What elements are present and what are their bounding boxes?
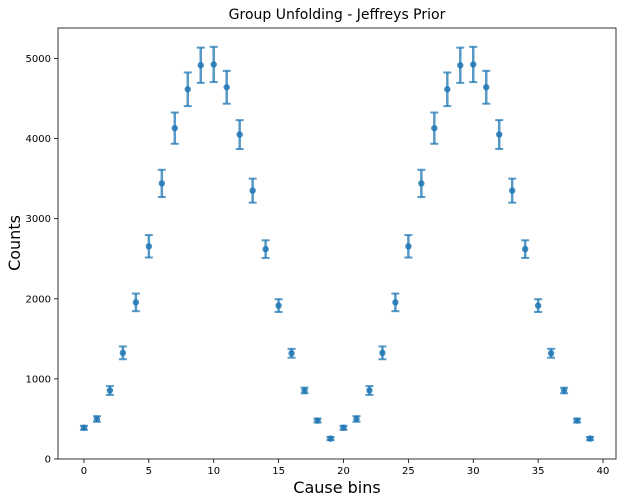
- y-tick-label: 5000: [26, 54, 51, 65]
- x-tick-label: 0: [81, 466, 87, 477]
- data-point: [431, 124, 438, 132]
- data-point: [547, 350, 555, 357]
- data-point: [236, 131, 243, 138]
- data-point: [314, 417, 321, 424]
- data-point: [275, 302, 282, 309]
- data-point: [93, 415, 101, 423]
- data-point: [223, 84, 230, 91]
- y-tick-label: 2000: [26, 294, 51, 305]
- data-point: [288, 350, 295, 357]
- data-point: [119, 349, 127, 357]
- data-point: [132, 299, 140, 306]
- data-point: [301, 387, 308, 394]
- x-tick-label: 25: [402, 466, 415, 477]
- plot-frame: [57, 27, 617, 460]
- y-axis-label: Counts: [5, 215, 24, 271]
- x-tick-label: 5: [146, 466, 152, 477]
- data-point: [197, 62, 204, 69]
- x-tick-label: 10: [207, 466, 220, 477]
- data-point: [496, 131, 503, 138]
- x-tick-label: 15: [272, 466, 285, 477]
- y-tick-label: 3000: [26, 214, 51, 225]
- data-point: [444, 86, 451, 93]
- data-point: [80, 424, 88, 431]
- data-point: [586, 435, 594, 442]
- data-point: [366, 387, 373, 394]
- data-points: [80, 61, 594, 442]
- x-axis-label: Cause bins: [293, 478, 380, 497]
- data-point: [483, 84, 490, 91]
- data-point: [521, 245, 529, 253]
- data-point: [145, 243, 153, 250]
- x-axis-ticks: 0 5 10 15 20 25 30 35 40: [81, 459, 610, 477]
- x-tick-label: 20: [337, 466, 350, 477]
- data-point: [249, 187, 256, 194]
- y-tick-label: 1000: [26, 374, 51, 385]
- data-point: [573, 417, 581, 424]
- data-point: [340, 424, 347, 431]
- plot-background: [58, 28, 616, 459]
- y-axis-ticks: 0 1000 2000 3000 4000 5000: [26, 54, 58, 466]
- chart-title: Group Unfolding - Jeffreys Prior: [229, 7, 446, 23]
- data-point: [392, 299, 399, 306]
- data-point: [379, 349, 386, 357]
- x-tick-label: 35: [532, 466, 545, 477]
- x-tick-label: 40: [597, 466, 610, 477]
- data-point: [262, 245, 269, 253]
- data-point: [184, 86, 191, 93]
- data-point: [353, 415, 360, 423]
- x-tick-label: 30: [467, 466, 480, 477]
- data-point: [560, 387, 568, 394]
- data-point: [327, 435, 334, 442]
- data-point: [171, 124, 178, 132]
- y-tick-label: 4000: [26, 134, 51, 145]
- data-point: [418, 180, 425, 187]
- data-point: [158, 180, 166, 187]
- data-point: [106, 387, 114, 394]
- data-point: [534, 302, 542, 309]
- data-point: [210, 61, 217, 68]
- data-point: [405, 243, 412, 250]
- data-point: [470, 61, 477, 68]
- data-point: [508, 187, 516, 194]
- data-point: [457, 62, 464, 69]
- y-tick-label: 0: [45, 455, 51, 466]
